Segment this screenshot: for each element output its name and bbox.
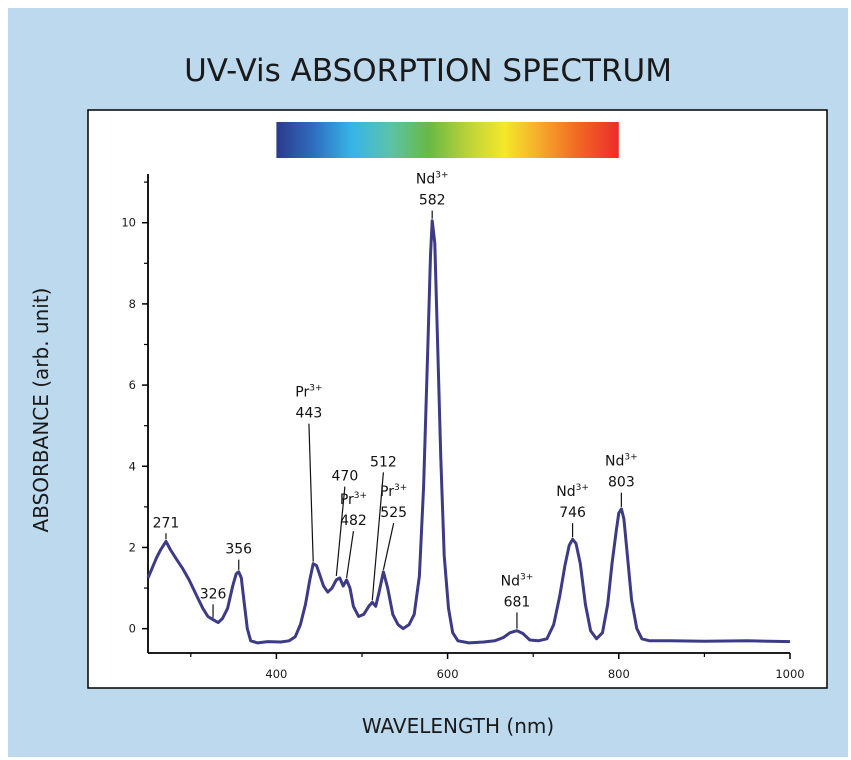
peak-ion-label: Pr3+ [340,491,367,508]
peak-wavelength-label: 582 [419,193,446,209]
series-layer [146,219,791,645]
peak-wavelength-label: 356 [225,542,252,558]
x-tick-label: 600 [437,667,459,681]
y-tick-label: 10 [121,216,136,230]
peak-annotation: 525 Pr3+ [380,483,407,570]
peak-wavelength-label: 326 [200,586,227,602]
peak-ion-label: Pr3+ [380,483,407,500]
peak-ion-label: Nd3+ [556,483,589,500]
peak-leader-line [371,472,384,601]
peak-wavelength-label: 512 [370,454,397,470]
peak-annotation: 443 Pr3+ [295,384,323,562]
peak-leader-line [335,486,346,576]
chart-svg: UV-Vis ABSORPTION SPECTRUM 400 600 800 1000… [29,53,828,738]
peak-annotation: 681 Nd3+ [501,572,534,629]
peak-wavelength-label: 443 [296,406,323,422]
axes [147,174,790,654]
peak-annotation: 271 [153,515,180,540]
spectrum-gradient [276,122,619,158]
chart-figure: UV-Vis ABSORPTION SPECTRUM 400 600 800 1000… [8,8,848,757]
peak-annotation: 482 Pr3+ [340,491,367,579]
peak-annotation: 326 [200,586,227,618]
peak-wavelength-label: 803 [608,475,635,491]
y-tick-label: 8 [129,297,136,311]
peak-ion-label: Nd3+ [605,453,638,470]
y-tick-label: 2 [129,540,136,554]
peak-wavelength-label: 681 [504,594,531,610]
peak-annotation: 512 [370,454,397,601]
y-tick-label: 0 [129,622,136,636]
peak-annotation: 470 [332,469,359,576]
peak-wavelength-label: 470 [332,469,359,485]
plot-area [87,109,828,689]
peak-leader-line [382,522,395,570]
x-tick-label: 400 [265,667,287,681]
x-tick-label: 800 [608,667,630,681]
y-tick-label: 4 [129,459,136,473]
peak-leader-line [345,531,355,579]
peak-ion-label: Nd3+ [416,171,449,188]
x-axis-label: WAVELENGTH (nm) [362,714,554,738]
visible-spectrum-bar [276,122,619,158]
peak-ion-label: Pr3+ [295,384,322,401]
peak-wavelength-label: 271 [153,515,180,531]
peak-annotation: 356 [225,542,252,570]
peak-wavelength-label: 482 [340,513,367,529]
peak-wavelength-label: 746 [559,505,586,521]
peak-wavelength-label: 525 [380,505,407,521]
y-tick-label: 6 [129,378,136,392]
peak-ion-label: Nd3+ [501,572,534,589]
y-axis-label: ABSORBANCE (arb. unit) [29,288,53,533]
peak-annotation: 803 Nd3+ [605,453,638,507]
x-tick-label: 1000 [775,667,804,681]
absorbance-series-line [146,219,791,645]
peak-annotation: 746 Nd3+ [556,483,589,538]
peak-annotation: 582 Nd3+ [416,171,449,219]
peak-leader-line [308,423,314,562]
chart-title: UV-Vis ABSORPTION SPECTRUM [184,53,672,89]
peak-annotations: 271 326 356 443 Pr3+ 470 482 Pr3+ 512 525 Pr3+ 582 N… [153,171,638,629]
ticks: 400 600 800 1000 0 2 4 6 8 10 [121,181,805,681]
